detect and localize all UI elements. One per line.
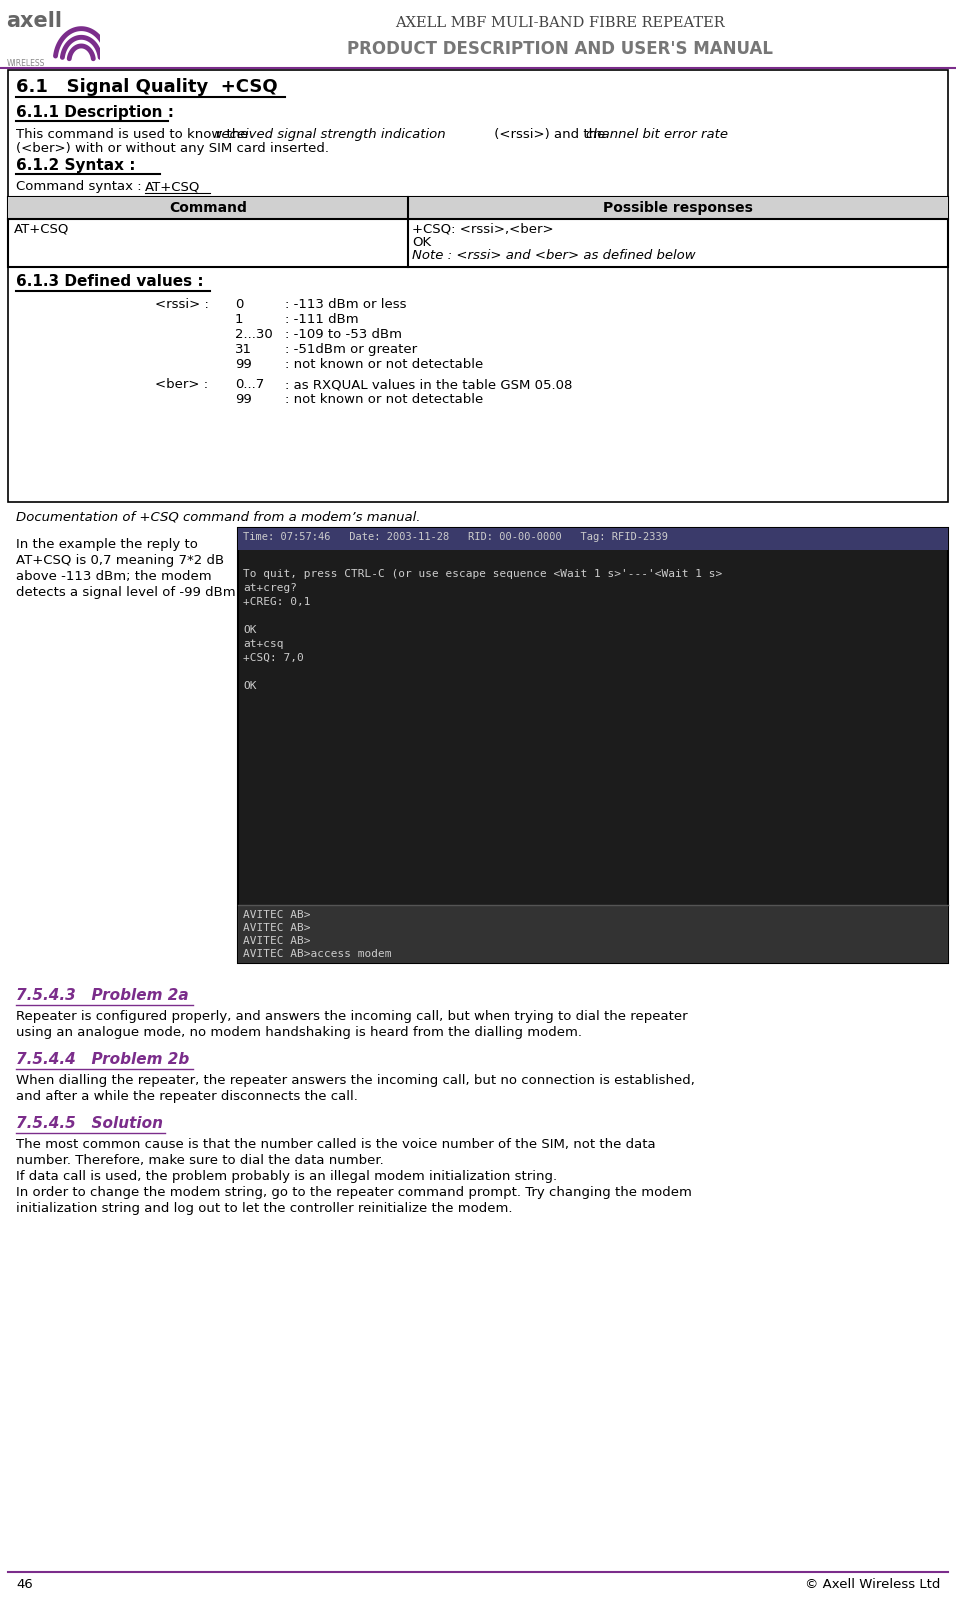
Text: : -111 dBm: : -111 dBm xyxy=(285,313,358,326)
Text: using an analogue mode, no modem handshaking is heard from the dialling modem.: using an analogue mode, no modem handsha… xyxy=(16,1027,582,1039)
Text: AVITEC AB>: AVITEC AB> xyxy=(243,935,311,947)
Text: at+creg?: at+creg? xyxy=(243,584,297,593)
Text: at+csq: at+csq xyxy=(243,640,284,649)
Text: AT+CSQ: AT+CSQ xyxy=(14,222,70,237)
Text: 99: 99 xyxy=(235,393,251,406)
Text: +CSQ: 7,0: +CSQ: 7,0 xyxy=(243,652,304,664)
Bar xyxy=(238,528,948,550)
Text: +CREG: 0,1: +CREG: 0,1 xyxy=(243,596,311,608)
Bar xyxy=(8,70,948,502)
Text: AVITEC AB>: AVITEC AB> xyxy=(243,910,311,919)
Text: AT+CSQ: AT+CSQ xyxy=(145,181,201,193)
Text: Command syntax :: Command syntax : xyxy=(16,181,141,193)
Text: number. Therefore, make sure to dial the data number.: number. Therefore, make sure to dial the… xyxy=(16,1154,383,1167)
Text: Repeater is configured properly, and answers the incoming call, but when trying : Repeater is configured properly, and ans… xyxy=(16,1011,687,1023)
Text: WIRELESS: WIRELESS xyxy=(7,59,45,67)
Bar xyxy=(8,197,948,219)
Text: AT+CSQ is 0,7 meaning 7*2 dB: AT+CSQ is 0,7 meaning 7*2 dB xyxy=(16,553,224,568)
Text: This command is used to know the: This command is used to know the xyxy=(16,128,252,141)
Text: To quit, press CTRL-C (or use escape sequence <Wait 1 s>'---'<Wait 1 s>: To quit, press CTRL-C (or use escape seq… xyxy=(243,569,722,579)
Text: OK: OK xyxy=(243,625,256,635)
Text: 7.5.4.3   Problem 2a: 7.5.4.3 Problem 2a xyxy=(16,988,188,1003)
Text: above -113 dBm; the modem: above -113 dBm; the modem xyxy=(16,569,211,584)
Text: 6.1.3 Defined values :: 6.1.3 Defined values : xyxy=(16,273,204,289)
Text: Possible responses: Possible responses xyxy=(603,201,753,214)
Text: detects a signal level of -99 dBm.: detects a signal level of -99 dBm. xyxy=(16,585,240,600)
Text: In order to change the modem string, go to the repeater command prompt. Try chan: In order to change the modem string, go … xyxy=(16,1186,692,1199)
Text: 7.5.4.5   Solution: 7.5.4.5 Solution xyxy=(16,1116,163,1130)
Text: : -109 to -53 dBm: : -109 to -53 dBm xyxy=(285,328,402,341)
Text: : -113 dBm or less: : -113 dBm or less xyxy=(285,297,406,310)
Text: received signal strength indication: received signal strength indication xyxy=(216,128,445,141)
Text: <rssi> :: <rssi> : xyxy=(155,297,208,310)
Bar xyxy=(238,528,948,963)
Text: 7.5.4.4   Problem 2b: 7.5.4.4 Problem 2b xyxy=(16,1052,189,1067)
Text: Note : <rssi> and <ber> as defined below: Note : <rssi> and <ber> as defined below xyxy=(412,249,696,262)
Text: and after a while the repeater disconnects the call.: and after a while the repeater disconnec… xyxy=(16,1091,358,1103)
Text: axell: axell xyxy=(7,11,62,30)
Text: AVITEC AB>: AVITEC AB> xyxy=(243,923,311,932)
Text: (<ber>) with or without any SIM card inserted.: (<ber>) with or without any SIM card ins… xyxy=(16,142,329,155)
Text: Time: 07:57:46   Date: 2003-11-28   RID: 00-00-0000   Tag: RFID-2339: Time: 07:57:46 Date: 2003-11-28 RID: 00-… xyxy=(243,532,668,542)
Text: (<rssi>) and the: (<rssi>) and the xyxy=(490,128,610,141)
Text: 6.1   Signal Quality  +CSQ: 6.1 Signal Quality +CSQ xyxy=(16,78,277,96)
Text: : as RXQUAL values in the table GSM 05.08: : as RXQUAL values in the table GSM 05.0… xyxy=(285,377,573,392)
Text: 2...30: 2...30 xyxy=(235,328,272,341)
Text: 6.1.1 Description :: 6.1.1 Description : xyxy=(16,106,174,120)
Text: 46: 46 xyxy=(16,1578,33,1591)
Text: channel bit error rate: channel bit error rate xyxy=(586,128,728,141)
Text: OK: OK xyxy=(412,237,431,249)
Text: If data call is used, the problem probably is an illegal modem initialization st: If data call is used, the problem probab… xyxy=(16,1170,557,1183)
Text: 0: 0 xyxy=(235,297,244,310)
Text: 31: 31 xyxy=(235,344,252,357)
Text: : not known or not detectable: : not known or not detectable xyxy=(285,358,483,371)
Text: 99: 99 xyxy=(235,358,251,371)
Text: PRODUCT DESCRIPTION AND USER'S MANUAL: PRODUCT DESCRIPTION AND USER'S MANUAL xyxy=(347,40,773,58)
Text: In the example the reply to: In the example the reply to xyxy=(16,537,198,552)
Text: The most common cause is that the number called is the voice number of the SIM, : The most common cause is that the number… xyxy=(16,1138,656,1151)
Text: <ber> :: <ber> : xyxy=(155,377,208,392)
Text: AXELL MBF MULI-BAND FIBRE REPEATER: AXELL MBF MULI-BAND FIBRE REPEATER xyxy=(395,16,725,30)
Text: 0...7: 0...7 xyxy=(235,377,264,392)
Text: AVITEC AB>access modem: AVITEC AB>access modem xyxy=(243,948,392,959)
Text: +CSQ: <rssi>,<ber>: +CSQ: <rssi>,<ber> xyxy=(412,222,554,237)
Bar xyxy=(8,197,948,267)
Text: When dialling the repeater, the repeater answers the incoming call, but no conne: When dialling the repeater, the repeater… xyxy=(16,1075,695,1087)
Text: OK: OK xyxy=(243,681,256,691)
Text: Command: Command xyxy=(169,201,247,214)
Text: : -51dBm or greater: : -51dBm or greater xyxy=(285,344,417,357)
Text: © Axell Wireless Ltd: © Axell Wireless Ltd xyxy=(805,1578,940,1591)
Text: 1: 1 xyxy=(235,313,244,326)
Text: initialization string and log out to let the controller reinitialize the modem.: initialization string and log out to let… xyxy=(16,1202,512,1215)
Text: Documentation of +CSQ command from a modem’s manual.: Documentation of +CSQ command from a mod… xyxy=(16,510,421,523)
Text: 6.1.2 Syntax :: 6.1.2 Syntax : xyxy=(16,158,136,173)
Text: : not known or not detectable: : not known or not detectable xyxy=(285,393,483,406)
Bar xyxy=(238,905,948,963)
